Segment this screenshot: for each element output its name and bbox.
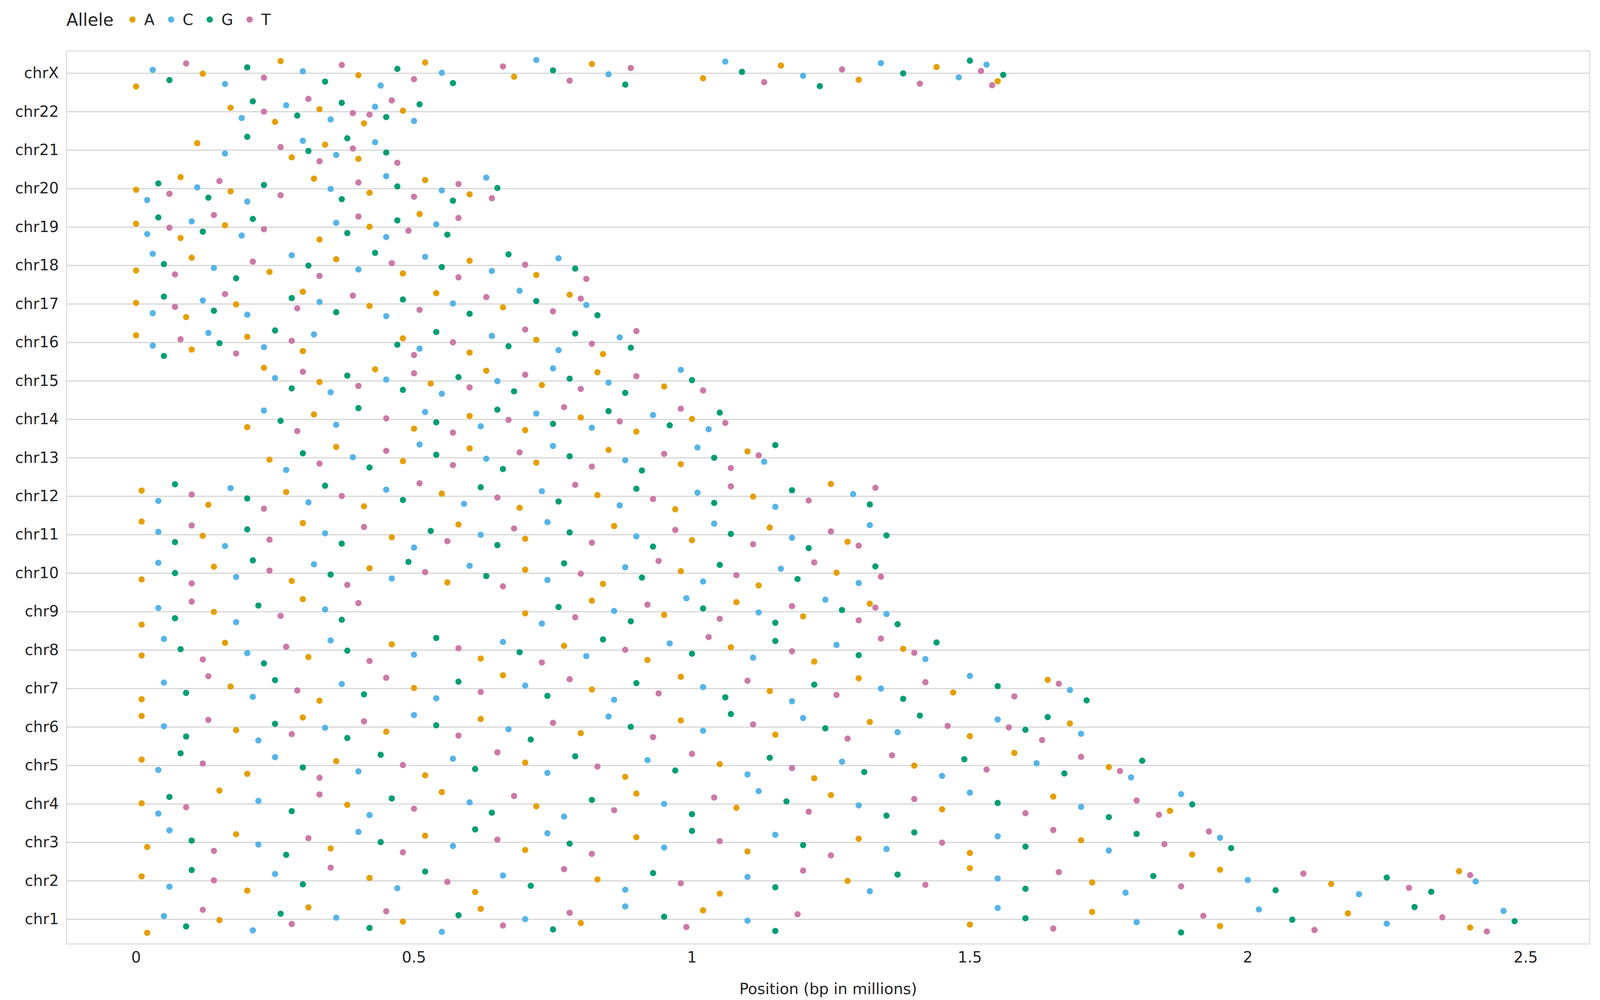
svg-text:chr22: chr22 <box>15 102 59 121</box>
svg-text:chr12: chr12 <box>15 487 59 505</box>
svg-text:2.5: 2.5 <box>1513 948 1538 967</box>
svg-text:0: 0 <box>131 948 142 967</box>
svg-text:chr6: chr6 <box>24 717 59 736</box>
svg-text:chr4: chr4 <box>24 794 59 813</box>
svg-text:chr10: chr10 <box>15 564 59 582</box>
svg-text:chrX: chrX <box>24 64 59 82</box>
svg-text:chr7: chr7 <box>24 679 59 697</box>
svg-text:2: 2 <box>1242 948 1253 967</box>
html-text:A: A <box>144 10 155 29</box>
svg-text:chr19: chr19 <box>15 217 59 236</box>
svg-text:Position (bp in millions): Position (bp in millions) <box>739 980 918 998</box>
svg-text:1.5: 1.5 <box>957 948 983 967</box>
html-text:Allele: Allele <box>66 9 114 30</box>
svg-text:chr5: chr5 <box>24 756 59 774</box>
svg-text:chr8: chr8 <box>24 641 59 659</box>
svg-text:chr1: chr1 <box>24 910 59 928</box>
svg-text:1: 1 <box>687 948 697 967</box>
html-text:T: T <box>261 10 271 29</box>
svg-text:chr16: chr16 <box>15 333 59 351</box>
svg-text:chr15: chr15 <box>15 371 59 390</box>
svg-text:chr13: chr13 <box>15 448 59 467</box>
svg-text:chr14: chr14 <box>15 410 59 428</box>
svg-text:chr11: chr11 <box>15 525 59 543</box>
html-text:C: C <box>182 10 194 29</box>
svg-text:chr21: chr21 <box>15 141 59 159</box>
svg-text:0.5: 0.5 <box>401 948 427 967</box>
svg-text:chr17: chr17 <box>15 294 59 313</box>
svg-text:chr18: chr18 <box>15 256 59 274</box>
svg-text:chr9: chr9 <box>24 602 59 620</box>
html-text:G: G <box>221 10 234 29</box>
svg-text:chr2: chr2 <box>24 871 59 890</box>
svg-text:chr20: chr20 <box>15 179 59 197</box>
svg-text:chr3: chr3 <box>24 833 59 851</box>
